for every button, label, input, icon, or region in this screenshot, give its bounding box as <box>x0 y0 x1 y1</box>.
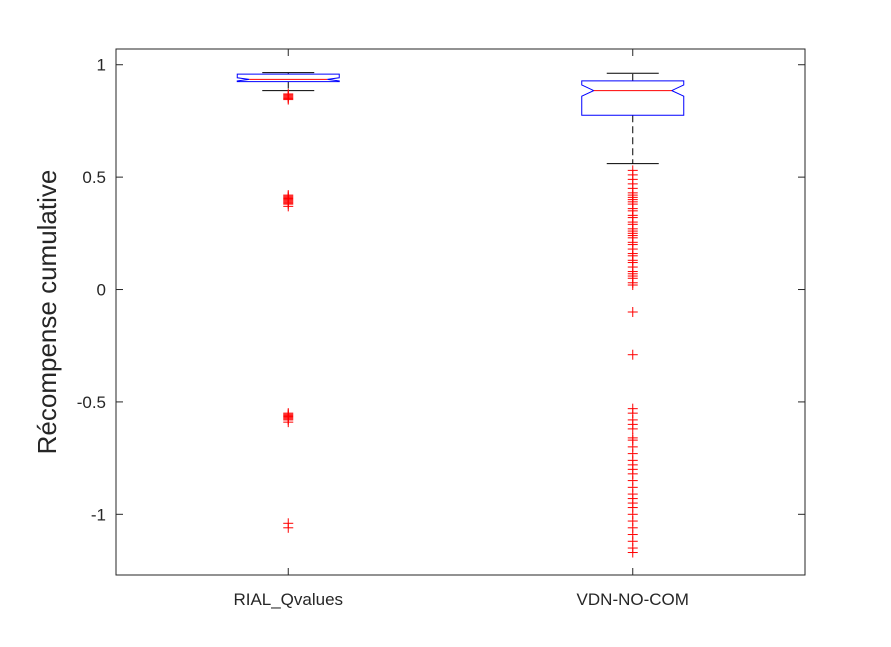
y-tick-label: -0.5 <box>77 393 106 412</box>
outlier-marker <box>283 201 294 212</box>
outlier-marker <box>283 94 294 105</box>
box-body <box>581 80 685 116</box>
y-tick-label: 0 <box>97 281 106 300</box>
plot-area-frame <box>115 48 806 576</box>
box-rial-qvalues <box>236 72 340 533</box>
box-vdn-no-com <box>581 72 685 558</box>
outlier-marker <box>627 280 638 291</box>
y-tick-label: 0.5 <box>82 168 106 187</box>
outlier-marker <box>627 547 638 558</box>
y-tick-label: 1 <box>97 56 106 75</box>
outlier-marker <box>627 307 638 317</box>
x-tick-label: VDN-NO-COM <box>577 590 689 609</box>
outlier-marker <box>283 417 294 428</box>
box-body <box>236 73 340 83</box>
x-axis: RIAL_Qvalues VDN-NO-COM <box>233 49 689 609</box>
y-tick-label: -1 <box>91 505 106 524</box>
x-tick-label: RIAL_Qvalues <box>233 590 343 609</box>
outlier-marker <box>627 349 638 360</box>
box-series <box>236 72 685 558</box>
y-axis: 1 0.5 0 -0.5 -1 <box>77 56 805 524</box>
y-axis-label: Récompense cumulative <box>32 170 62 455</box>
outlier-marker <box>283 522 294 533</box>
outlier-marker <box>627 423 638 434</box>
